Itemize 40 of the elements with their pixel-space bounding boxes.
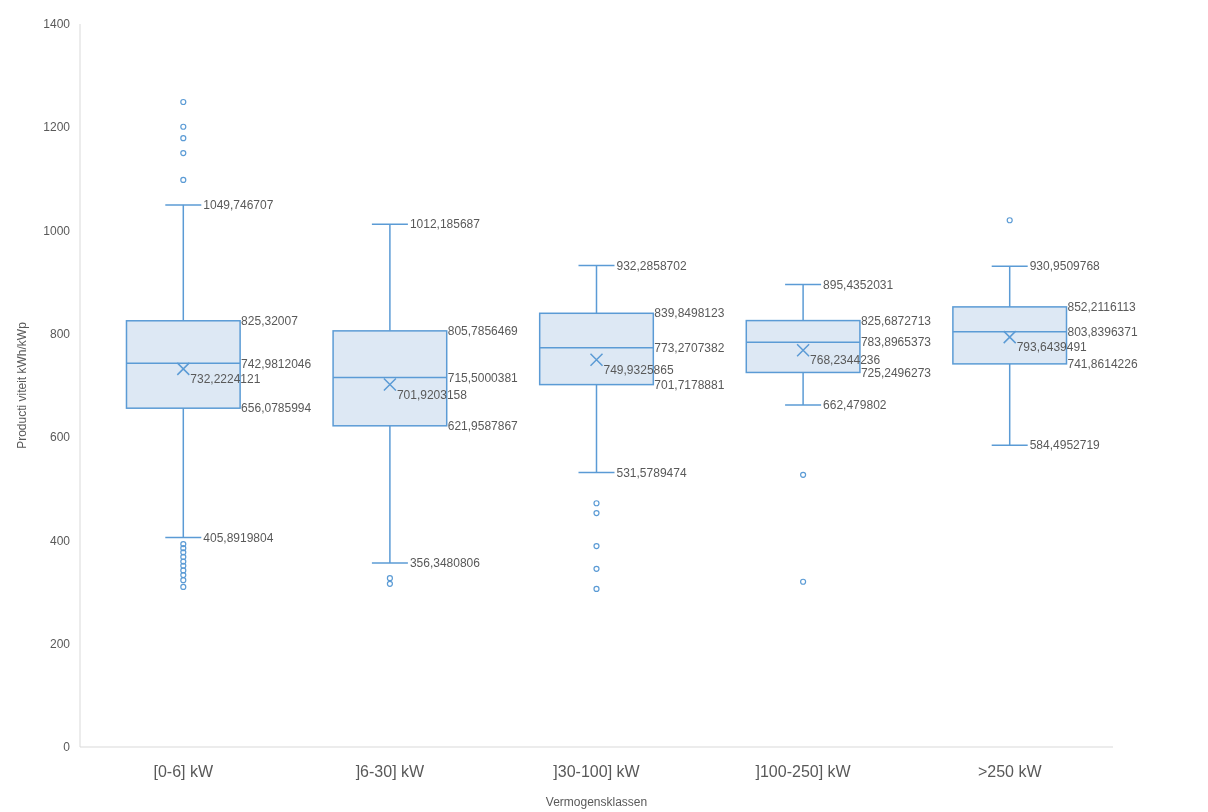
annotation: 621,9587867 <box>447 419 519 433</box>
y-axis-title: Producti viteit kWh/kWp <box>15 321 29 449</box>
x-tick-label: ]30-100] kW <box>553 763 641 780</box>
annotation: 405,8919804 <box>203 530 274 545</box>
annotation: 741,8614226 <box>1067 357 1138 372</box>
x-tick-label: [0-6] kW <box>153 763 214 780</box>
annotation: 783,8965373 <box>860 335 932 350</box>
annotation: 656,0785994 <box>241 401 312 416</box>
y-tick-label: 1000 <box>43 223 71 238</box>
y-tick-label: 800 <box>49 327 71 342</box>
annotation: 805,7856469 <box>447 324 519 339</box>
annotation: 701,7178881 <box>654 377 725 392</box>
annotation: 932,2858702 <box>616 258 687 273</box>
annotation: 725,2496273 <box>860 365 932 380</box>
annotation: 895,4352031 <box>823 277 894 292</box>
annotation: 803,8396371 <box>1067 325 1138 340</box>
annotation: 715,5000381 <box>447 370 519 385</box>
y-tick-label: 600 <box>49 430 71 445</box>
annotation: 662,479802 <box>823 398 887 413</box>
annotation: 742,9812046 <box>241 356 312 371</box>
annotation: 1049,746707 <box>203 198 274 213</box>
annotation: 531,5789474 <box>616 465 687 480</box>
annotation: 773,2707382 <box>654 340 725 355</box>
annotation: 584,4952719 <box>1029 438 1101 453</box>
annotation: 1012,185687 <box>409 217 481 232</box>
y-tick-label: 0 <box>63 740 71 755</box>
x-tick-label: >250 kW <box>977 763 1043 780</box>
annotation: 930,9509768 <box>1029 259 1101 274</box>
annotation: 825,32007 <box>241 313 299 328</box>
annotation: 825,6872713 <box>860 313 932 328</box>
y-tick-label: 1400 <box>43 17 71 32</box>
y-tick-label: 1200 <box>43 120 71 135</box>
y-tick-label: 200 <box>49 636 71 651</box>
x-tick-label: ]100-250] kW <box>755 763 852 780</box>
y-tick-label: 400 <box>49 533 71 548</box>
x-axis-title: Vermogensklassen <box>545 795 648 809</box>
annotation: 852,2116113 <box>1067 300 1137 315</box>
x-tick-label: ]6-30] kW <box>355 763 426 780</box>
annotation: 839,8498123 <box>654 306 725 321</box>
annotation: 356,3480806 <box>409 556 481 571</box>
